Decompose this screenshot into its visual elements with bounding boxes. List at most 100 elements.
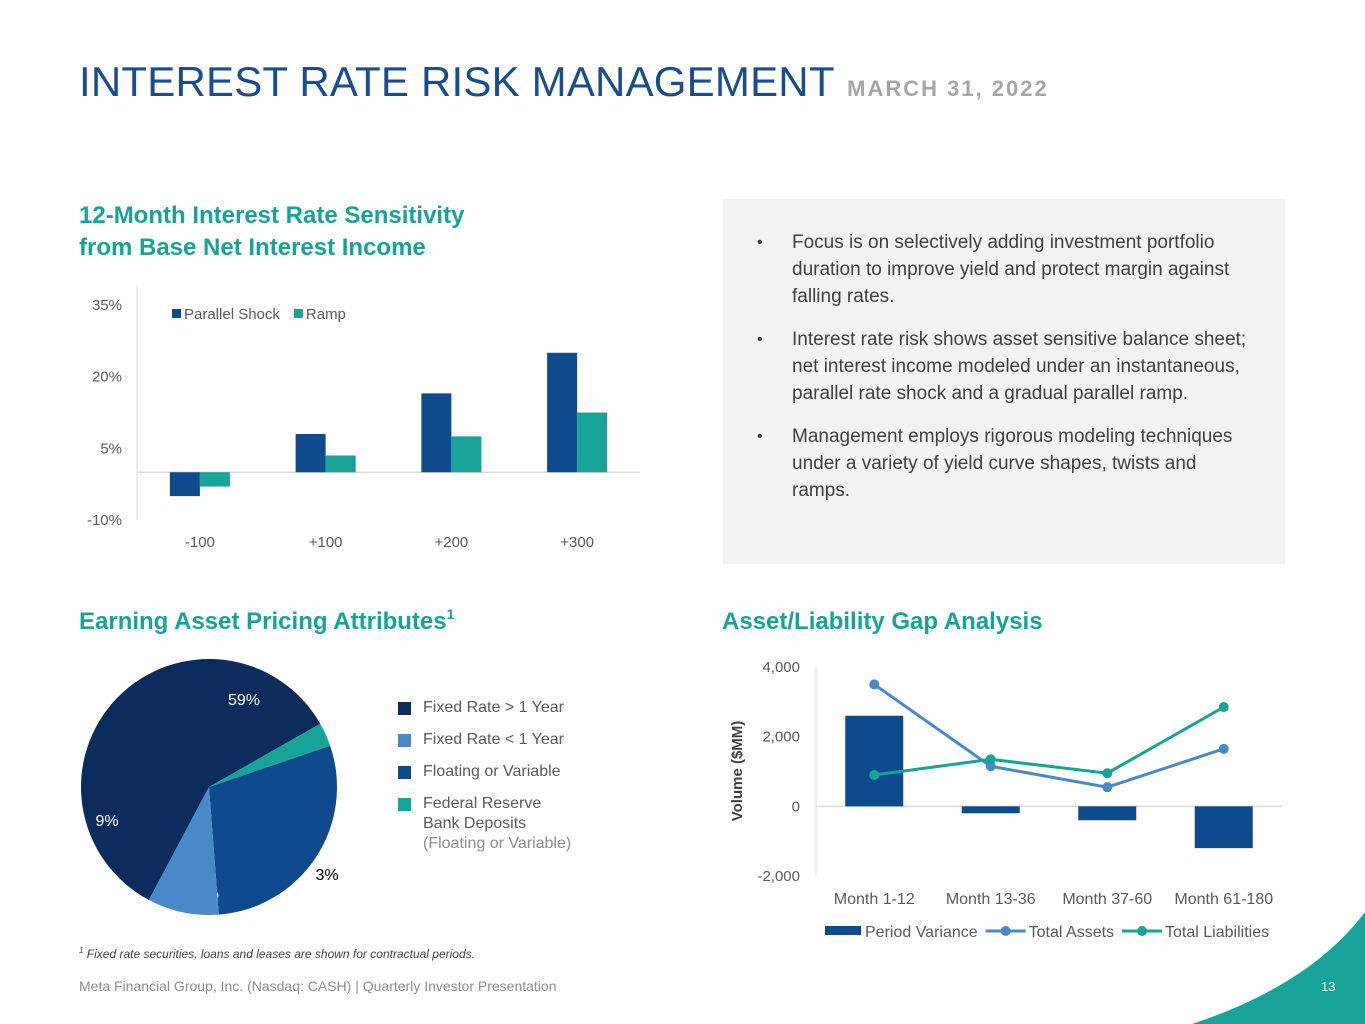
legend-label: Federal Reserve bbox=[423, 795, 542, 812]
sensitivity-title-line1: 12-Month Interest Rate Sensitivity bbox=[79, 202, 465, 229]
gap-analysis-chart: 4,000 2,000 0 -2,000 Volume ($MM) Month 1-12 M… bbox=[729, 659, 1282, 941]
pie-slice bbox=[148, 787, 219, 915]
line-total-assets bbox=[873, 683, 1225, 789]
bar-parallel-shock bbox=[169, 472, 200, 497]
y-tick-label: 0 bbox=[792, 798, 800, 815]
legend-swatch bbox=[172, 309, 181, 318]
pie-value-label: 59% bbox=[228, 692, 260, 709]
legend-label: Floating or Variable bbox=[423, 763, 561, 780]
x-tick-label: Month 37-60 bbox=[1062, 891, 1152, 908]
bar-ramp bbox=[451, 436, 482, 473]
bar-period-variance bbox=[845, 715, 904, 807]
pie-title-text: Earning Asset Pricing Attributes bbox=[79, 608, 447, 635]
bullet-mark: • bbox=[757, 331, 763, 348]
gap-chart-title: Asset/Liability Gap Analysis bbox=[722, 608, 1043, 635]
legend-label-line2: Bank Deposits bbox=[423, 815, 527, 832]
x-tick-label: Month 13-36 bbox=[946, 891, 1036, 908]
x-tick-label: -100 bbox=[185, 534, 215, 551]
bullet-item: • Interest rate risk shows asset sensitiv… bbox=[757, 326, 1255, 407]
y-tick-label: 35% bbox=[92, 297, 122, 314]
page-title: INTEREST RATE RISK MANAGEMENT MARCH 31, … bbox=[79, 58, 1049, 106]
pie-legend: Fixed Rate > 1 Year Fixed Rate < 1 Year Fl… bbox=[398, 698, 571, 866]
x-tick-label: +300 bbox=[560, 534, 594, 551]
footer-text: Meta Financial Group, Inc. (Nasdaq: CASH… bbox=[79, 978, 557, 994]
legend-marker bbox=[1137, 926, 1148, 936]
bar-ramp bbox=[325, 455, 356, 473]
pie-value-label: 9% bbox=[95, 813, 118, 830]
y-tick-label: 2,000 bbox=[762, 729, 800, 746]
y-tick-label: 20% bbox=[92, 369, 122, 386]
bar-parallel-shock bbox=[421, 393, 452, 473]
bar-ramp bbox=[199, 472, 230, 487]
legend-swatch bbox=[398, 798, 411, 811]
y-tick-label: 4,000 bbox=[762, 659, 800, 676]
bullet-mark: • bbox=[757, 428, 763, 445]
x-tick-label: +100 bbox=[309, 534, 343, 551]
legend-sublabel: (Floating or Variable) bbox=[423, 835, 572, 852]
legend-marker bbox=[1000, 926, 1011, 936]
bullet-text: Management employs rigorous modeling tec… bbox=[792, 426, 1233, 501]
footnote-text: Fixed rate securities, loans and leases … bbox=[83, 947, 475, 961]
legend-label: Ramp bbox=[306, 306, 346, 323]
point-total-liabilities bbox=[1102, 768, 1113, 779]
sensitivity-title-line2: from Base Net Interest Income bbox=[79, 234, 426, 261]
legend-swatch bbox=[293, 309, 303, 318]
y-tick-label: 5% bbox=[100, 440, 122, 457]
point-total-assets bbox=[1102, 782, 1113, 793]
bar-ramp bbox=[577, 412, 608, 473]
sensitivity-bar-chart: 35% 20% 5% -10% -100 +100 +200 +300 Parallel Sho… bbox=[87, 285, 640, 551]
pie-legend-item: Fixed Rate < 1 Year bbox=[398, 730, 571, 750]
x-tick-label: +200 bbox=[434, 534, 468, 551]
pie-legend-item: Fixed Rate > 1 Year bbox=[398, 698, 571, 718]
point-total-liabilities bbox=[869, 769, 880, 780]
point-total-liabilities bbox=[1218, 702, 1229, 713]
legend-label: Period Variance bbox=[865, 924, 978, 941]
x-tick-label: Month 61-180 bbox=[1174, 891, 1273, 908]
bullet-text: Focus is on selectively adding investmen… bbox=[792, 232, 1230, 307]
footnote: 1 Fixed rate securities, loans and lease… bbox=[79, 946, 475, 961]
legend-swatch bbox=[398, 702, 411, 715]
pie-slice bbox=[209, 745, 338, 915]
legend-label: Parallel Shock bbox=[184, 306, 280, 323]
legend-label: Total Liabilities bbox=[1165, 924, 1269, 941]
legend-label: Fixed Rate > 1 Year bbox=[423, 699, 564, 716]
point-total-assets bbox=[869, 679, 880, 690]
bullet-text: Interest rate risk shows asset sensitive… bbox=[792, 329, 1247, 404]
y-tick-label: -2,000 bbox=[757, 868, 800, 885]
pie-title-footnote-mark: 1 bbox=[446, 606, 455, 622]
point-total-assets bbox=[1218, 743, 1229, 754]
title-date: MARCH 31, 2022 bbox=[847, 76, 1049, 101]
bar-parallel-shock bbox=[547, 352, 578, 473]
legend-text: Fixed Rate > 1 Year bbox=[423, 698, 564, 718]
line-total-liabilities bbox=[874, 705, 1225, 777]
bullet-item: • Management employs rigorous modeling te… bbox=[757, 423, 1255, 504]
title-main: INTEREST RATE RISK MANAGEMENT bbox=[79, 58, 835, 105]
bullet-item: • Focus is on selectively adding investme… bbox=[757, 229, 1255, 310]
bullet-mark: • bbox=[757, 234, 763, 251]
y-tick-label: -10% bbox=[87, 512, 122, 529]
legend-label: Fixed Rate < 1 Year bbox=[423, 731, 564, 748]
pie-legend-item: Floating or Variable bbox=[398, 762, 571, 782]
point-total-liabilities bbox=[985, 754, 996, 765]
pie-legend-item: Federal Reserve Bank Deposits (Floating or… bbox=[398, 794, 571, 854]
key-points-box: • Focus is on selectively adding investme… bbox=[723, 199, 1285, 564]
legend-label: Total Assets bbox=[1029, 924, 1114, 941]
footnote-mark: 1 bbox=[79, 946, 84, 955]
legend-text: Fixed Rate < 1 Year bbox=[423, 730, 564, 750]
legend-swatch bbox=[825, 926, 861, 935]
point-total-assets bbox=[985, 761, 996, 772]
bar-parallel-shock bbox=[295, 434, 326, 473]
pie-slice bbox=[209, 723, 331, 787]
sensitivity-chart-title: 12-Month Interest Rate Sensitivity from … bbox=[79, 200, 464, 264]
y-axis-label: Volume ($MM) bbox=[729, 721, 746, 822]
earning-asset-pie-chart: 59%3%29%9% bbox=[80, 659, 339, 915]
legend-swatch bbox=[398, 766, 411, 779]
legend-swatch bbox=[398, 734, 411, 747]
pie-chart-title: Earning Asset Pricing Attributes1 bbox=[79, 606, 454, 638]
bar-period-variance bbox=[1078, 806, 1137, 821]
pie-value-label: 3% bbox=[315, 867, 338, 884]
pie-slice bbox=[80, 659, 321, 901]
legend-text: Floating or Variable bbox=[423, 762, 561, 782]
legend-text: Federal Reserve Bank Deposits (Floating or… bbox=[423, 794, 571, 854]
